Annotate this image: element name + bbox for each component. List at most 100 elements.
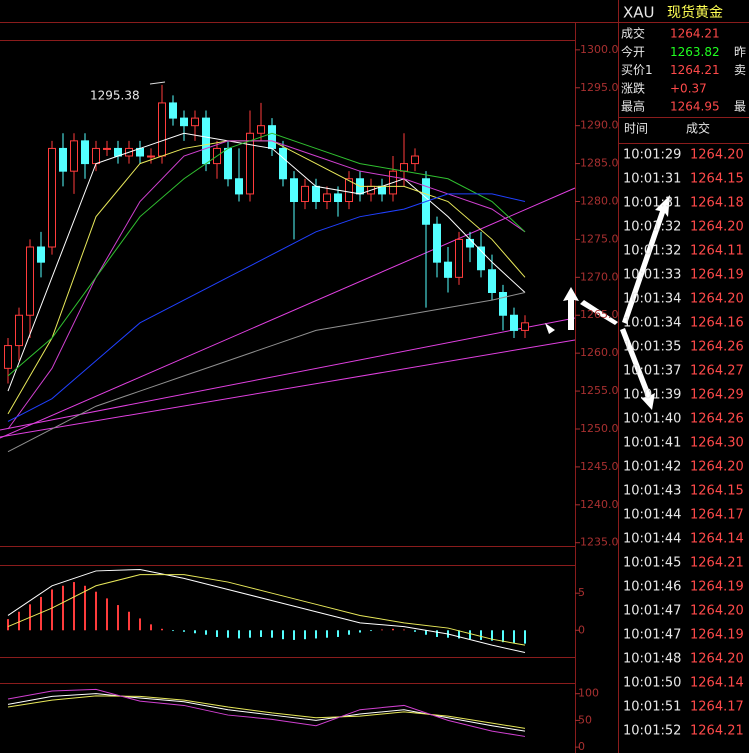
tick-price: 1264.20 bbox=[690, 220, 744, 235]
quote-value: 1263.82 bbox=[670, 45, 720, 59]
tick-time: 10:01:34 bbox=[623, 292, 681, 307]
candle-body bbox=[235, 178, 243, 195]
tick-time: 10:01:50 bbox=[623, 676, 681, 691]
tick-time: 10:01:45 bbox=[623, 556, 681, 571]
candle-body bbox=[92, 147, 100, 165]
annotation-leader bbox=[149, 81, 166, 85]
candle-body bbox=[444, 261, 452, 278]
tick-price: 1264.30 bbox=[690, 436, 744, 451]
tick-time: 10:01:31 bbox=[623, 196, 681, 211]
tick-time: 10:01:32 bbox=[623, 244, 681, 259]
tick-price: 1264.17 bbox=[690, 508, 744, 523]
indicator-line bbox=[7, 140, 526, 430]
indicator-line bbox=[7, 693, 526, 732]
candle-body bbox=[81, 140, 89, 165]
quote-label: 成交 bbox=[621, 26, 645, 41]
quote-label-cut: 卖 bbox=[734, 63, 746, 77]
candle-body bbox=[268, 125, 276, 149]
y-tick-label: 1255.0 bbox=[580, 384, 619, 397]
candle-body bbox=[169, 102, 177, 119]
tick-time: 10:01:44 bbox=[623, 508, 681, 523]
candle-body bbox=[301, 185, 309, 203]
tick-price: 1264.19 bbox=[690, 628, 744, 643]
candle-body bbox=[37, 246, 45, 263]
tick-time: 10:01:52 bbox=[623, 724, 681, 739]
candle-body bbox=[257, 125, 265, 134]
tick-time: 10:01:32 bbox=[623, 220, 681, 235]
tick-time: 10:01:40 bbox=[623, 412, 681, 427]
candle-body bbox=[4, 345, 12, 369]
tick-price: 1264.21 bbox=[690, 724, 744, 739]
tick-time: 10:01:48 bbox=[623, 652, 681, 667]
y-tick-label: 5 bbox=[578, 586, 585, 599]
candle-body bbox=[158, 102, 166, 157]
y-tick-label: 1295.0 bbox=[580, 81, 619, 94]
indicator-line bbox=[7, 292, 526, 453]
tick-time: 10:01:47 bbox=[623, 628, 681, 643]
tick-price: 1264.15 bbox=[690, 484, 744, 499]
tick-time: 10:01:47 bbox=[623, 604, 681, 619]
tick-header: 成交 bbox=[686, 121, 710, 136]
tick-price: 1264.19 bbox=[690, 580, 744, 595]
candle-body bbox=[48, 147, 56, 248]
candle-body bbox=[26, 246, 34, 316]
tick-time: 10:01:42 bbox=[623, 460, 681, 475]
candle-body bbox=[455, 238, 463, 278]
y-tick-label: 50 bbox=[578, 713, 592, 726]
tick-time: 10:01:43 bbox=[623, 484, 681, 499]
y-tick-label: 1265.0 bbox=[580, 308, 619, 321]
symbol: XAU bbox=[623, 4, 655, 22]
candle-body bbox=[15, 314, 23, 347]
indicator-line bbox=[7, 688, 526, 737]
indicator-line bbox=[7, 568, 526, 654]
candle-body bbox=[323, 193, 331, 203]
candle-body bbox=[499, 292, 507, 316]
candle-body bbox=[477, 246, 485, 271]
tick-time: 10:01:41 bbox=[623, 436, 681, 451]
candle-body bbox=[279, 147, 287, 180]
y-tick-label: 1245.0 bbox=[580, 460, 619, 473]
quote-label-cut: 最 bbox=[734, 100, 746, 114]
tick-header: 时间 bbox=[624, 122, 648, 136]
quote-value: 1264.95 bbox=[670, 100, 720, 114]
tick-price: 1264.20 bbox=[690, 604, 744, 619]
quote-label-cut: 昨 bbox=[734, 45, 746, 59]
candle-body bbox=[510, 314, 518, 331]
candle-body bbox=[521, 322, 529, 331]
y-tick-label: 1240.0 bbox=[580, 498, 619, 511]
tick-price: 1264.20 bbox=[690, 652, 744, 667]
tick-price: 1264.20 bbox=[690, 292, 744, 307]
candle-body bbox=[433, 223, 441, 263]
tick-price: 1264.17 bbox=[690, 700, 744, 715]
tick-time: 10:01:35 bbox=[623, 340, 681, 355]
tick-time: 10:01:33 bbox=[623, 268, 681, 283]
tick-price: 1264.27 bbox=[690, 364, 744, 379]
tick-price: 1264.11 bbox=[690, 244, 744, 259]
quote-label: 买价1 bbox=[621, 63, 653, 77]
indicator-line bbox=[7, 132, 526, 392]
quote-label: 最高 bbox=[621, 99, 645, 114]
candle-body bbox=[224, 147, 232, 180]
y-tick-label: 1290.0 bbox=[580, 119, 619, 132]
candle-body bbox=[70, 140, 78, 172]
y-tick-label: 0 bbox=[578, 623, 585, 636]
tick-price: 1264.20 bbox=[690, 460, 744, 475]
tick-price: 1264.21 bbox=[690, 556, 744, 571]
candle-body bbox=[400, 163, 408, 172]
tick-time: 10:01:37 bbox=[623, 364, 681, 379]
quote-label: 涨跌 bbox=[621, 80, 645, 95]
tick-price: 1264.16 bbox=[690, 316, 744, 331]
tick-price: 1264.29 bbox=[690, 388, 744, 403]
y-tick-label: 1235.0 bbox=[580, 536, 619, 549]
tick-time: 10:01:34 bbox=[623, 316, 681, 331]
candle-body bbox=[59, 147, 67, 172]
trend-lines bbox=[0, 187, 576, 439]
candle-body bbox=[246, 132, 254, 195]
candle-body bbox=[147, 155, 155, 158]
arrows bbox=[545, 195, 670, 410]
tick-price: 1264.26 bbox=[690, 412, 744, 427]
candle-body bbox=[466, 238, 474, 248]
tick-time: 10:01:46 bbox=[623, 580, 681, 595]
